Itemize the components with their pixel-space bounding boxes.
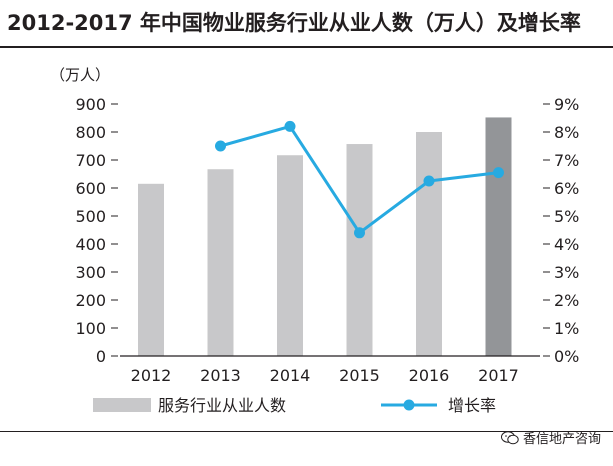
left-tick-label: 100 bbox=[75, 319, 106, 338]
left-tick-label: 200 bbox=[75, 291, 106, 310]
legend-bar-label: 服务行业从业人数 bbox=[158, 396, 286, 415]
right-tick-label: 2% bbox=[554, 291, 579, 310]
growth-point bbox=[493, 167, 504, 179]
x-tick-label: 2017 bbox=[478, 366, 519, 385]
left-tick-label: 300 bbox=[75, 263, 106, 282]
right-tick-label: 1% bbox=[554, 319, 579, 338]
bar bbox=[138, 183, 164, 356]
right-tick-label: 3% bbox=[554, 263, 579, 282]
left-tick-label: 700 bbox=[75, 151, 106, 170]
wechat-icon bbox=[500, 430, 519, 444]
watermark-text: 香信地产咨询 bbox=[522, 432, 601, 447]
right-tick-label: 4% bbox=[554, 235, 579, 254]
left-tick-label: 600 bbox=[75, 179, 106, 198]
bar bbox=[346, 144, 373, 356]
right-tick-label: 9% bbox=[554, 95, 579, 114]
x-tick-label: 2015 bbox=[339, 366, 380, 385]
left-tick-label: 0 bbox=[96, 347, 106, 366]
bar bbox=[416, 132, 442, 356]
legend-line-marker bbox=[403, 399, 415, 411]
right-tick-label: 8% bbox=[554, 123, 579, 142]
growth-point bbox=[423, 175, 435, 187]
chart-title: 2012-2017 年中国物业服务行业从业人数（万人）及增长率 bbox=[7, 11, 581, 35]
right-tick-label: 5% bbox=[554, 207, 579, 226]
x-tick-label: 2012 bbox=[131, 366, 172, 385]
right-tick-label: 0% bbox=[554, 347, 579, 366]
growth-point bbox=[215, 140, 226, 152]
left-tick-label: 900 bbox=[75, 95, 106, 114]
x-tick-label: 2013 bbox=[200, 366, 241, 385]
left-axis-unit: （万人） bbox=[50, 66, 110, 84]
x-tick-label: 2014 bbox=[270, 366, 311, 385]
right-tick-label: 7% bbox=[554, 151, 579, 170]
watermark: 香信地产咨询 bbox=[500, 428, 601, 447]
left-tick-label: 400 bbox=[75, 235, 106, 254]
x-tick-label: 2016 bbox=[409, 366, 450, 385]
growth-point bbox=[284, 120, 296, 132]
bar bbox=[277, 155, 303, 356]
left-tick-label: 500 bbox=[75, 207, 106, 226]
growth-point bbox=[354, 227, 365, 239]
legend-line-label: 增长率 bbox=[448, 396, 496, 415]
left-tick-label: 800 bbox=[75, 123, 106, 142]
footer-rule bbox=[0, 431, 613, 432]
legend-bar-swatch bbox=[93, 398, 151, 412]
right-tick-label: 6% bbox=[554, 179, 579, 198]
bar bbox=[485, 117, 512, 356]
title-rule bbox=[0, 46, 613, 48]
bar bbox=[207, 169, 234, 356]
